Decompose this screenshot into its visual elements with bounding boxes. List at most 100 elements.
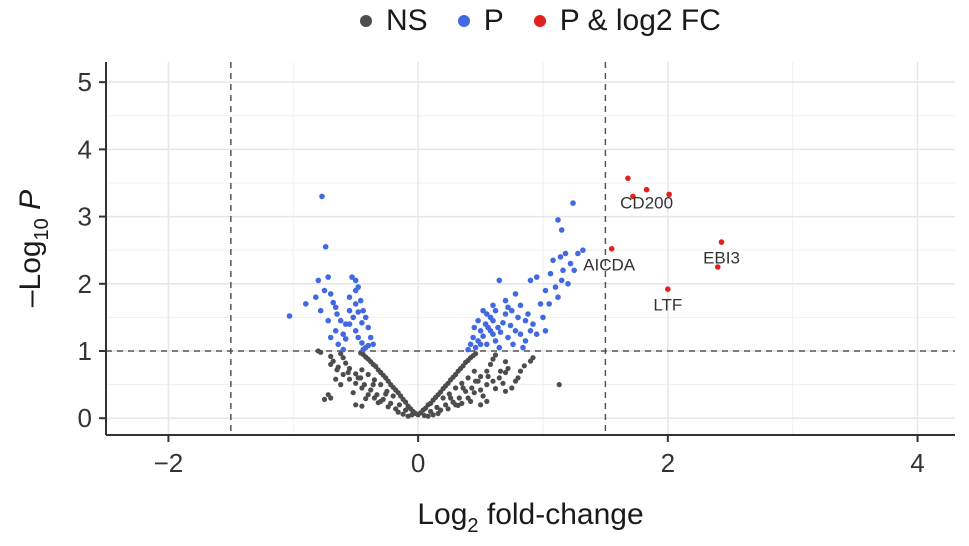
legend-label-p: P [483,4,504,37]
p-fc-point [665,286,671,293]
ns-point [338,382,344,388]
p-point [540,314,546,321]
ns-point [368,387,374,393]
ns-point [443,402,449,408]
x-axis-title: Log2 fold-change [417,498,643,537]
ns-point [445,406,451,412]
y-tick-label: 3 [78,202,92,232]
ns-point [340,371,346,378]
ns-point [502,369,509,376]
ns-point [346,376,353,382]
ns-point [430,412,436,418]
ns-point [556,382,562,388]
ns-point [318,349,324,355]
legend-dot-p-fc-icon [533,15,546,27]
legend-item-ns: NS [360,4,428,38]
p-fc-point [630,193,636,200]
ns-point [383,391,389,397]
p-point [355,309,362,315]
y-axis-title: –Log10 P [14,190,53,307]
p-point [537,301,544,307]
p-point [555,217,561,223]
p-point [490,317,496,324]
p-point [349,274,355,280]
p-point [565,281,571,287]
ns-point [350,390,356,396]
p-point [546,301,552,307]
p-point [337,317,344,324]
ns-point [490,356,496,362]
p-point [490,302,496,309]
ns-point [396,402,402,408]
ns-point [378,382,384,388]
ns-point [330,358,336,364]
p-fc-point [715,264,721,270]
ns-point [473,351,479,357]
y-tick-label: 2 [78,269,92,299]
ns-point [359,385,365,391]
legend-dot-ns-icon [360,15,372,27]
p-point [352,328,359,334]
p-point [550,257,556,264]
gene-label: EBI3 [703,249,740,268]
p-point [362,314,369,321]
ns-point [345,369,351,376]
ns-point [490,378,496,384]
p-point [477,341,484,348]
p-point [465,346,471,353]
p-point [471,324,478,331]
p-point [558,227,565,233]
p-point [475,317,481,324]
p-point [533,274,540,280]
ns-point [400,411,406,417]
p-point [510,341,516,348]
ns-point [515,375,521,381]
p-point [484,311,490,317]
p-point [480,307,486,314]
ns-point [321,396,328,402]
ns-point [338,351,344,357]
p-point [520,344,526,351]
p-point [325,317,332,324]
x-tick-label: 0 [411,448,425,478]
p-point [522,338,529,344]
ns-point [484,398,490,404]
ns-point [371,377,377,383]
ns-point [390,393,396,399]
ns-point [530,355,536,361]
p-point [325,274,332,280]
p-point [509,307,515,314]
y-tick-label: 0 [78,403,92,433]
p-point [303,301,309,307]
p-point [522,317,529,324]
ns-point [492,386,499,392]
p-point [505,334,511,341]
legend-label-ns: NS [386,4,428,37]
ns-point [471,390,477,396]
ns-point [505,365,511,372]
p-point [517,302,524,309]
ns-point [509,385,515,391]
p-point [527,328,534,334]
ns-point [473,378,479,384]
ns-point [465,375,471,381]
p-point [365,324,372,331]
p-point [547,270,554,277]
ns-point [484,382,490,388]
p-point [492,307,499,314]
p-point [570,200,576,206]
p-fc-point [643,186,650,193]
p-point [502,311,509,317]
p-point [496,344,503,351]
p-point [505,304,511,311]
p-point [313,294,319,301]
p-point [517,331,524,338]
ns-point [365,392,371,398]
grid [106,62,955,435]
legend: NS P P & log2 FC [360,4,751,38]
ns-point [478,373,484,380]
p-point [346,307,353,314]
ns-point [502,359,509,365]
ns-point [471,368,477,374]
p-point [355,284,362,290]
